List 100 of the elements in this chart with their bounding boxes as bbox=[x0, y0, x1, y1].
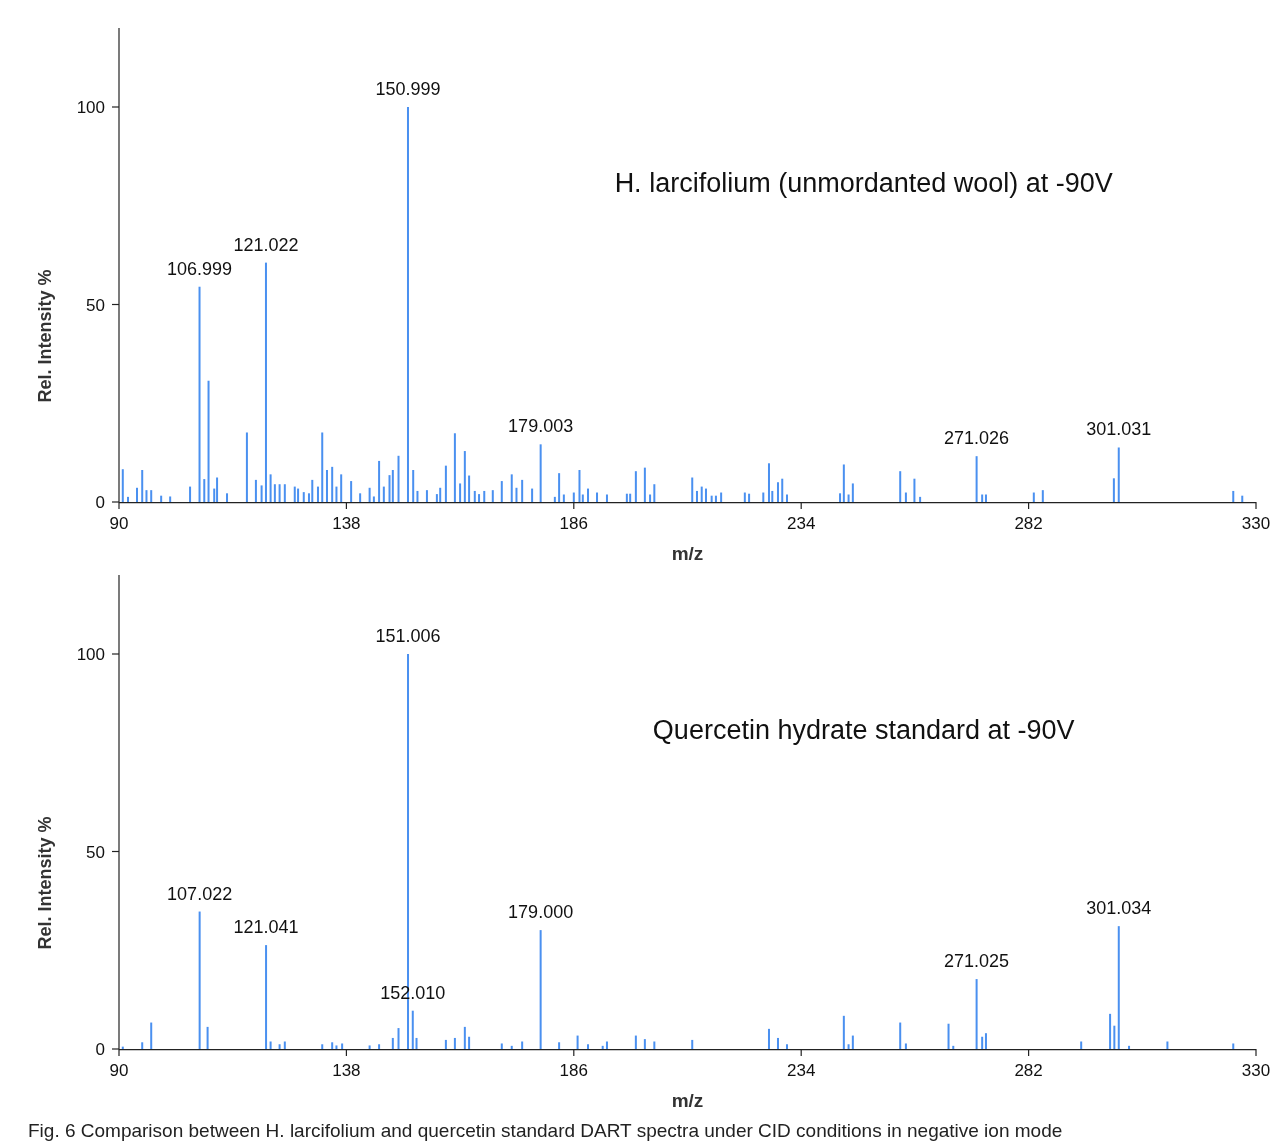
bar bbox=[1232, 1043, 1235, 1049]
bar bbox=[483, 490, 486, 502]
bar bbox=[634, 1035, 637, 1049]
bar bbox=[984, 1033, 987, 1049]
bar bbox=[947, 1023, 950, 1049]
bar bbox=[206, 1026, 209, 1049]
bar bbox=[572, 492, 575, 502]
bar bbox=[378, 460, 381, 502]
bar bbox=[207, 380, 210, 502]
bar bbox=[269, 474, 272, 502]
bar bbox=[397, 1028, 400, 1049]
bar bbox=[473, 490, 476, 502]
bar bbox=[515, 487, 518, 502]
x-tick-label: 186 bbox=[559, 1061, 588, 1080]
bar bbox=[372, 496, 375, 502]
bar bbox=[459, 483, 462, 502]
bar bbox=[416, 490, 419, 502]
bar bbox=[767, 1028, 770, 1049]
bar bbox=[553, 496, 556, 502]
bar bbox=[444, 465, 447, 502]
bar bbox=[145, 490, 148, 502]
bar bbox=[273, 484, 276, 502]
bar bbox=[596, 492, 599, 502]
bar bbox=[439, 487, 442, 502]
bar bbox=[265, 945, 268, 1049]
bar bbox=[453, 433, 456, 502]
y-axis-title: Rel. Intensity % bbox=[35, 269, 55, 403]
y-tick-label: 50 bbox=[86, 842, 105, 862]
bar bbox=[521, 479, 524, 502]
bar bbox=[136, 487, 138, 502]
annotation: 150.999 bbox=[375, 79, 441, 99]
bar bbox=[254, 479, 257, 502]
bar bbox=[510, 474, 513, 502]
bar bbox=[1113, 1025, 1116, 1049]
bar bbox=[121, 469, 124, 502]
bar bbox=[500, 481, 503, 502]
x-tick-label: 90 bbox=[109, 1061, 129, 1080]
bar bbox=[278, 484, 281, 502]
bar bbox=[1117, 926, 1120, 1049]
bar bbox=[359, 493, 362, 502]
bar bbox=[700, 486, 703, 502]
bar bbox=[842, 1015, 845, 1049]
bar bbox=[510, 1045, 513, 1049]
bar bbox=[321, 1044, 324, 1049]
bar bbox=[1128, 1045, 1131, 1049]
bar bbox=[904, 492, 907, 502]
bar bbox=[293, 486, 296, 502]
bar bbox=[340, 474, 343, 502]
bar bbox=[1032, 492, 1035, 502]
bar bbox=[847, 494, 850, 502]
bar bbox=[1109, 1013, 1112, 1049]
bar bbox=[226, 493, 229, 502]
bar bbox=[391, 1037, 394, 1049]
bar bbox=[539, 444, 542, 502]
bar bbox=[578, 470, 581, 502]
bar bbox=[643, 467, 646, 502]
bar bbox=[411, 1010, 414, 1049]
bar bbox=[748, 493, 751, 502]
bar bbox=[653, 1041, 656, 1049]
bar bbox=[605, 494, 608, 502]
bar bbox=[601, 1045, 604, 1049]
bar bbox=[150, 1022, 153, 1049]
bar bbox=[952, 1045, 955, 1049]
y-axis-title: Rel. Intensity % bbox=[35, 816, 55, 950]
annotation: 121.022 bbox=[233, 234, 299, 255]
bar bbox=[649, 494, 652, 502]
x-tick-label: 234 bbox=[787, 1061, 816, 1080]
bar bbox=[605, 1041, 608, 1049]
bar bbox=[581, 494, 584, 502]
bar bbox=[1117, 447, 1120, 502]
bar bbox=[141, 470, 144, 502]
bar bbox=[406, 107, 409, 502]
bar bbox=[899, 471, 902, 502]
bar bbox=[283, 1041, 286, 1049]
annotation: 179.003 bbox=[508, 416, 574, 437]
bar bbox=[691, 477, 694, 502]
bar bbox=[975, 456, 978, 502]
bar bbox=[691, 1039, 694, 1050]
bar bbox=[587, 488, 590, 502]
bar bbox=[321, 432, 324, 502]
bar bbox=[264, 262, 267, 502]
bar bbox=[325, 470, 328, 502]
bar bbox=[785, 494, 788, 502]
text: Quercetin hydrate standard at -90V bbox=[652, 714, 1075, 745]
bar bbox=[316, 486, 319, 502]
bar bbox=[331, 1042, 334, 1049]
bar bbox=[463, 1026, 466, 1049]
y-tick-label: 100 bbox=[76, 645, 105, 664]
bar bbox=[1241, 495, 1244, 502]
bar bbox=[169, 496, 172, 502]
x-tick-label: 234 bbox=[787, 514, 816, 533]
bar bbox=[269, 1041, 272, 1049]
bar bbox=[776, 482, 779, 502]
bar bbox=[1080, 1041, 1083, 1049]
bar bbox=[562, 494, 565, 502]
annotation: 271.025 bbox=[944, 951, 1010, 972]
bar bbox=[981, 494, 984, 502]
bar bbox=[297, 488, 300, 502]
bar bbox=[981, 1036, 984, 1049]
annotation: 151.006 bbox=[375, 626, 441, 646]
